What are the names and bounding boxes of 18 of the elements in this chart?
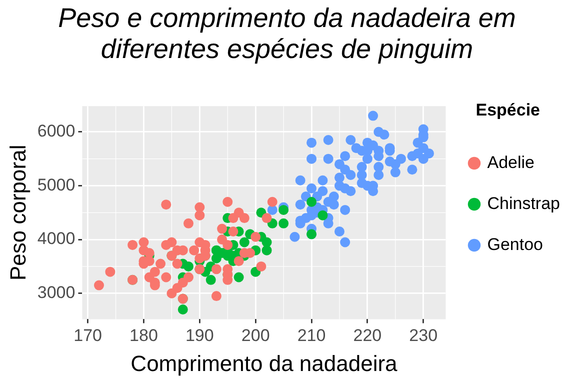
x-tick-label: 180	[130, 326, 158, 346]
y-tick-label: 5000	[37, 175, 76, 194]
x-tick-label: 230	[409, 326, 438, 346]
y-tick-label: 4000	[37, 229, 76, 248]
y-tick-label: 6000	[37, 122, 76, 141]
legend-title: Espécie	[476, 100, 540, 120]
x-axis-title: Comprimento da nadadeira	[130, 350, 398, 376]
chart-title: Peso e comprimento da nadadeira em diferentes espécies de pinguim	[58, 3, 516, 64]
x-tick-label: 170	[74, 326, 102, 346]
y-axis-title: Peso corporal	[5, 144, 30, 281]
legend-label: Adelie	[487, 152, 535, 172]
x-tick-label: 220	[353, 326, 382, 346]
legend-label: Chinstrap	[487, 194, 560, 213]
y-tick-label: 3000	[37, 283, 76, 302]
x-tick-label: 200	[241, 326, 270, 346]
x-tick-label: 190	[185, 326, 214, 346]
x-tick-label: 210	[297, 326, 326, 346]
legend-label: Gentoo	[487, 234, 544, 254]
